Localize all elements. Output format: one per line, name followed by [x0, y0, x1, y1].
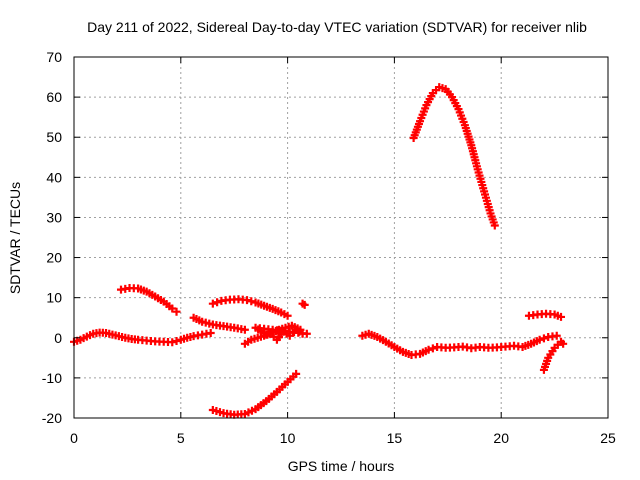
- series-arc-6: [298, 299, 309, 309]
- data-point: [172, 307, 181, 316]
- series-arc-2: [116, 284, 181, 316]
- data-point: [240, 325, 249, 334]
- series-arc-9: [409, 83, 499, 230]
- y-tick-label: -20: [42, 410, 62, 426]
- data-point: [300, 300, 309, 309]
- y-tick-label: -10: [42, 370, 62, 386]
- x-tick-label: 0: [70, 430, 78, 446]
- data-point-interp: [172, 336, 181, 345]
- data-point-interp: [428, 344, 437, 353]
- x-tick-label: 10: [280, 430, 296, 446]
- y-tick-label: 20: [46, 250, 62, 266]
- data-point: [283, 311, 292, 320]
- data-point: [535, 335, 544, 344]
- y-tick-label: 40: [46, 169, 62, 185]
- series-arc-11: [539, 337, 568, 374]
- data-series: [70, 83, 568, 419]
- x-tick-labels: 0 5 10 15 20 25: [70, 430, 616, 446]
- data-point: [552, 331, 561, 340]
- y-tick-label: 50: [46, 129, 62, 145]
- data-point: [296, 325, 305, 334]
- data-point-interp: [539, 334, 548, 343]
- series-arc-4: [208, 295, 292, 320]
- x-tick-label: 15: [387, 430, 403, 446]
- plot-frame: [73, 56, 609, 419]
- data-point: [490, 221, 499, 230]
- data-point: [243, 296, 252, 305]
- y-tick-label: 60: [46, 89, 62, 105]
- series-arc-3: [189, 313, 249, 334]
- data-point-interp: [213, 298, 222, 307]
- chart-title: Day 211 of 2022, Sidereal Day-to-day VTE…: [87, 19, 587, 35]
- y-tick-labels: -20 -10 0 10 20 30 40 50 60 70: [42, 49, 62, 426]
- y-tick-label: 30: [46, 209, 62, 225]
- series-arc-10: [524, 309, 566, 321]
- x-tick-label: 5: [177, 430, 185, 446]
- data-point-interp: [247, 297, 256, 306]
- x-tick-label: 25: [600, 430, 616, 446]
- axis-ticks: [73, 56, 609, 419]
- x-axis-label: GPS time / hours: [288, 458, 395, 474]
- series-arc-7: [208, 369, 301, 419]
- data-point: [168, 304, 177, 313]
- series-arc-8: [358, 329, 561, 360]
- x-tick-label: 20: [493, 430, 509, 446]
- data-point: [292, 369, 301, 378]
- data-point: [557, 312, 566, 321]
- y-axis-label: SDTVAR / TECUs: [7, 182, 23, 294]
- y-tick-label: 70: [46, 49, 62, 65]
- data-point: [424, 345, 433, 354]
- y-tick-label: 0: [54, 330, 62, 346]
- series-arc-5: [240, 321, 311, 348]
- y-tick-label: 10: [46, 290, 62, 306]
- data-point: [559, 339, 568, 348]
- grid: [74, 57, 608, 418]
- series-arc-1: [70, 328, 215, 347]
- data-point: [168, 338, 177, 347]
- data-point: [206, 328, 215, 337]
- data-point: [208, 299, 217, 308]
